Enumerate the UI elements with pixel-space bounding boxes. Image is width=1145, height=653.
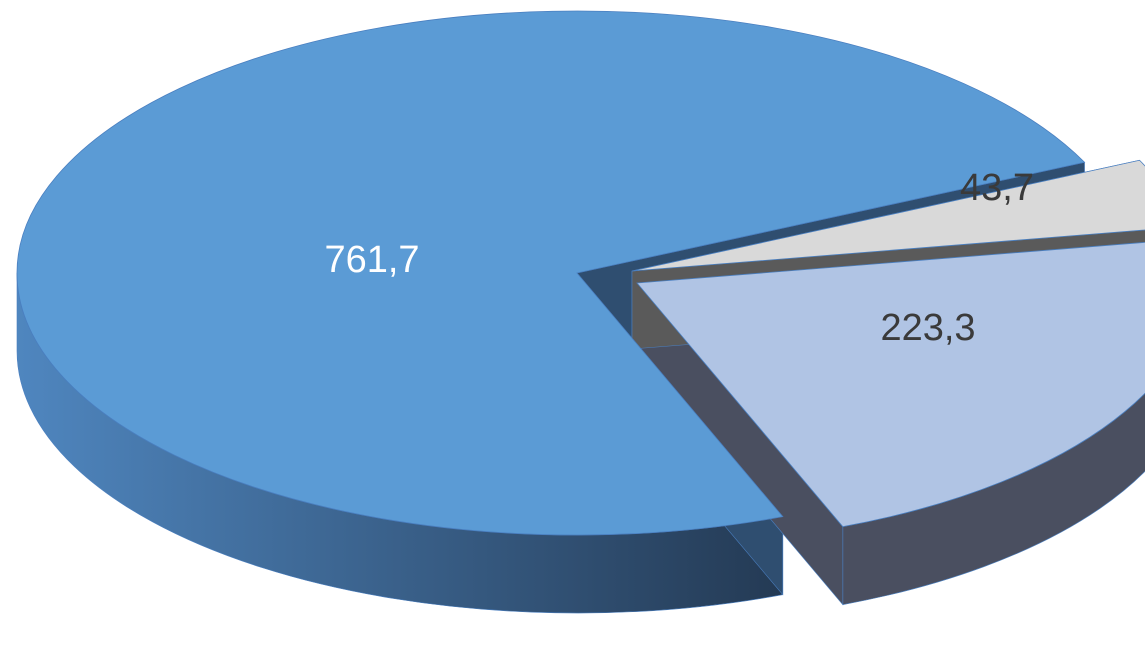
slice-top-0 <box>16 10 1086 536</box>
data-label-2: 43,7 <box>960 167 1034 209</box>
slice-labels: 761,7 223,3 43,7 <box>324 167 1034 349</box>
data-label-1: 223,3 <box>880 307 975 349</box>
slice-top-1 <box>636 241 1145 528</box>
slice-top-2 <box>631 159 1145 272</box>
data-label-0: 761,7 <box>324 239 419 281</box>
slice-tops <box>16 10 1145 536</box>
